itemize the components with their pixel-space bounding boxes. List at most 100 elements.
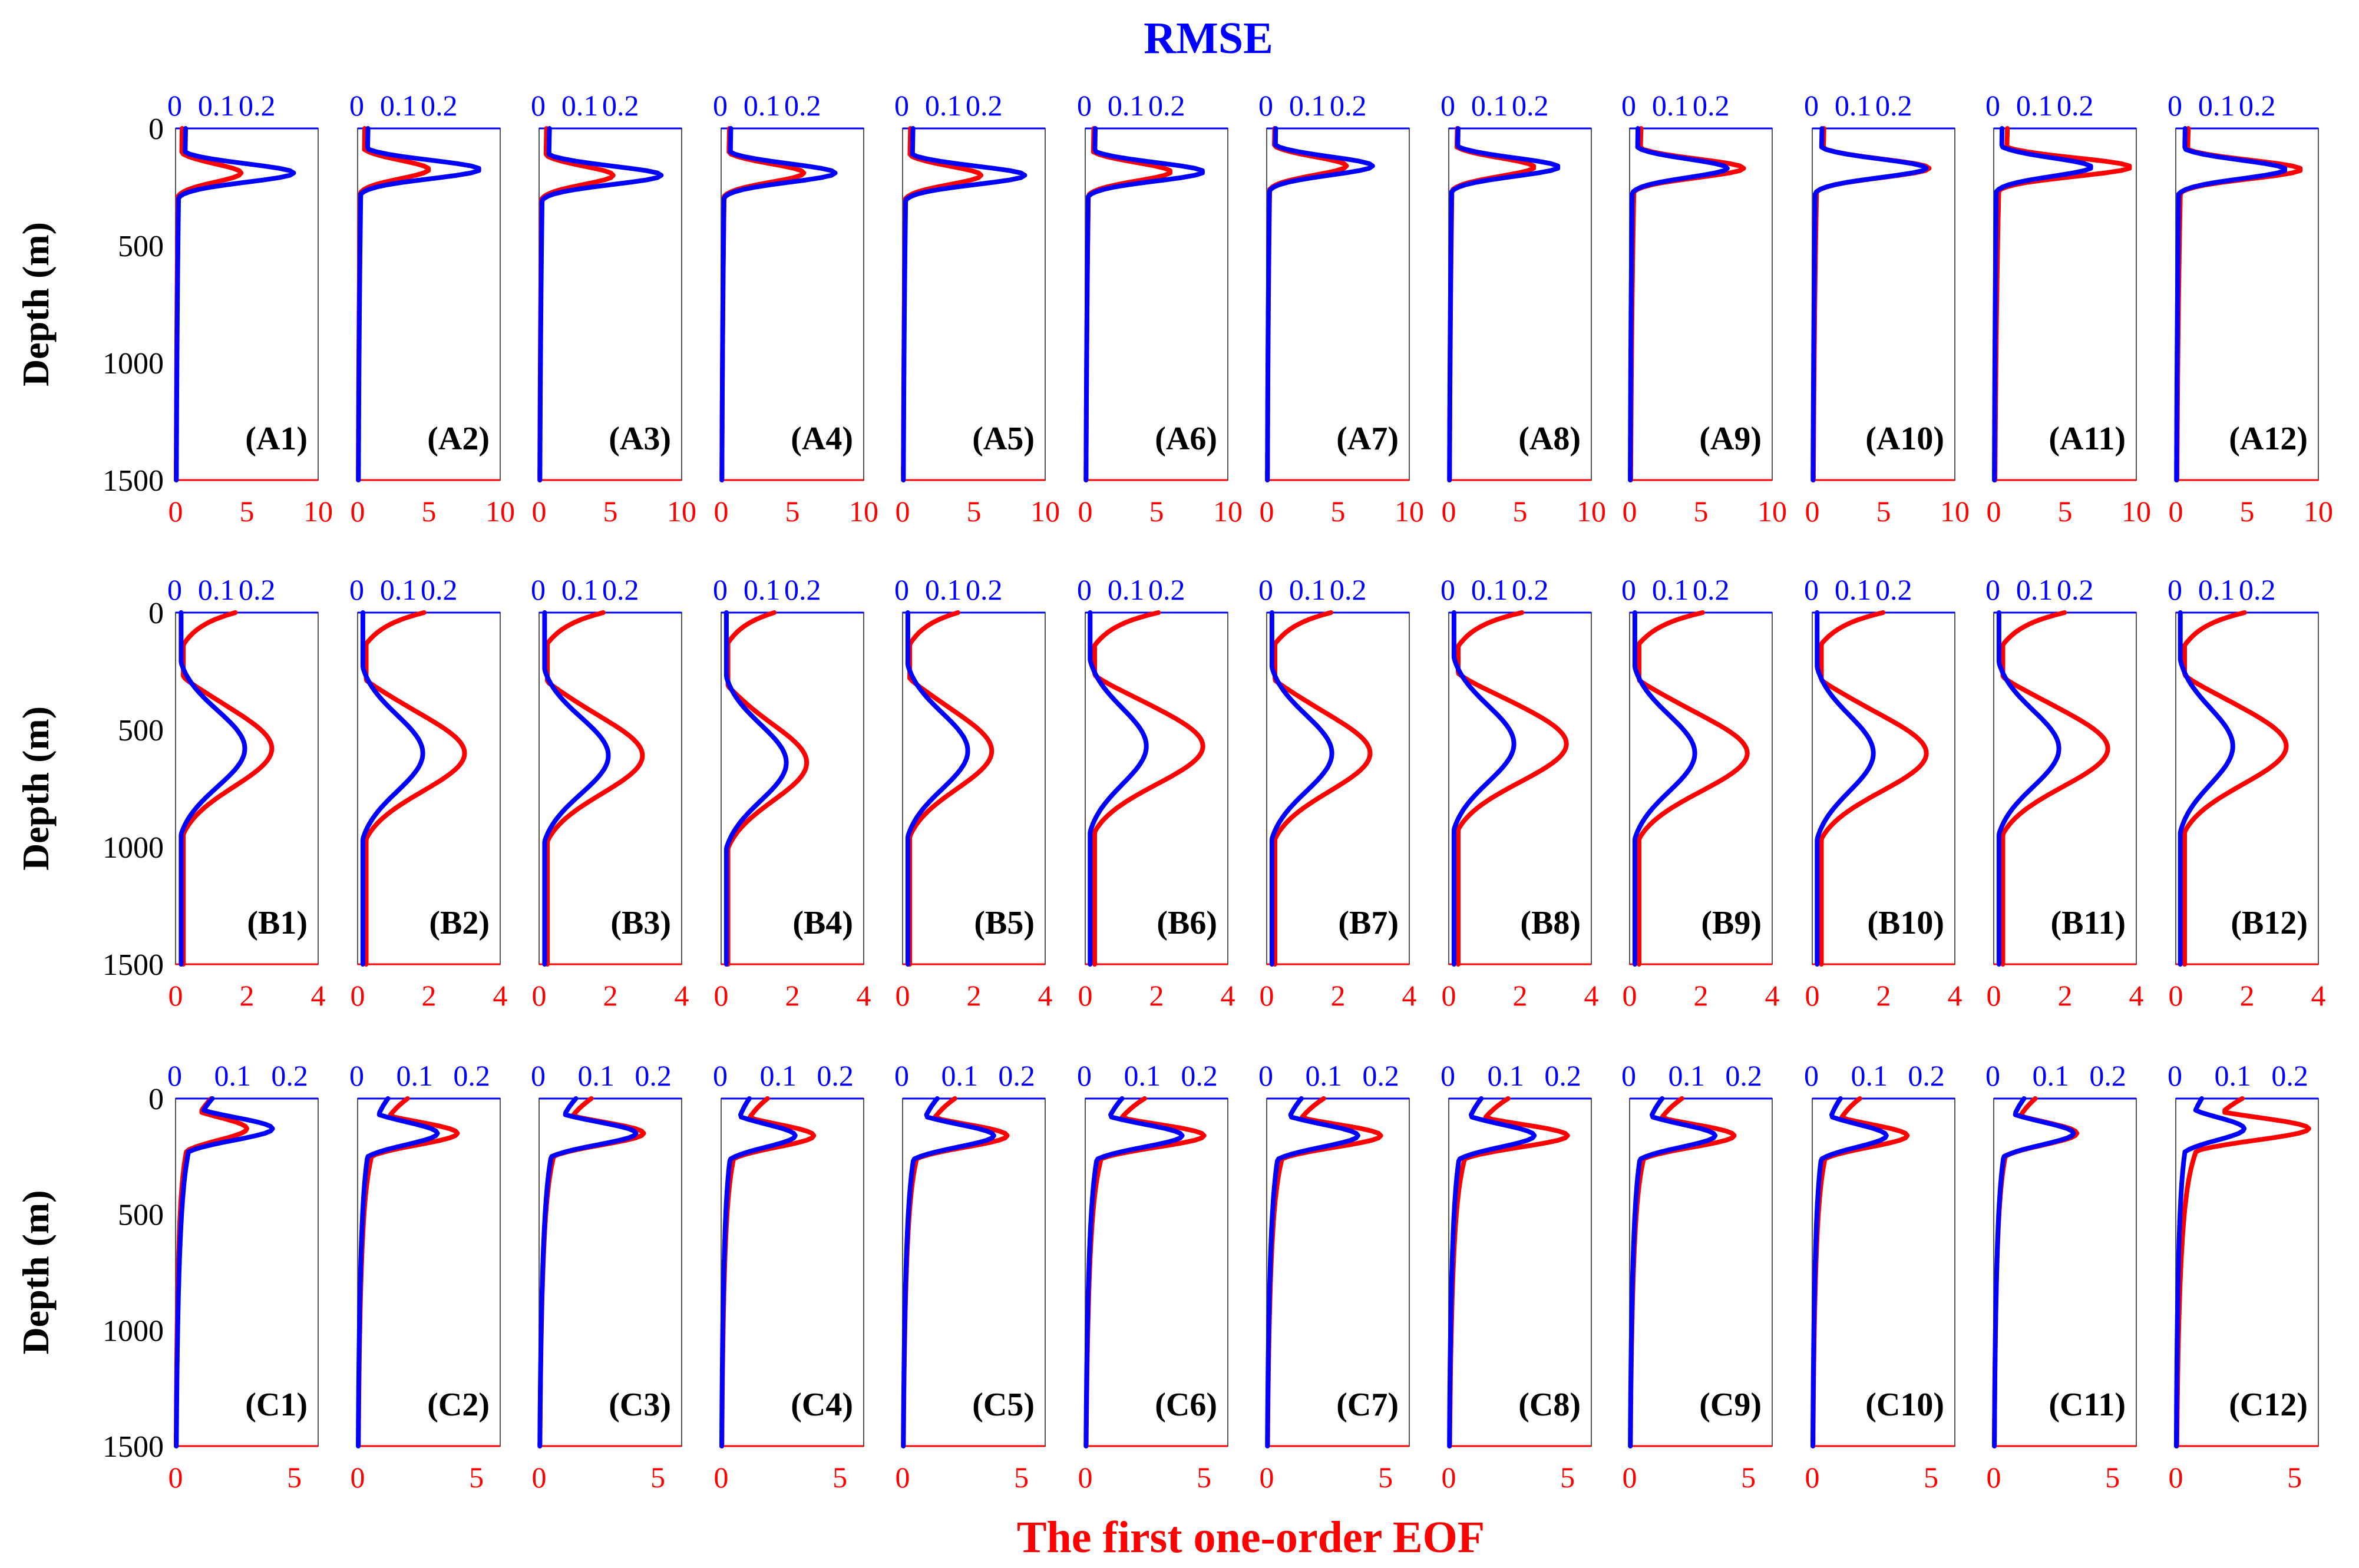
top-tick-label: 0.1 — [925, 89, 962, 122]
panel-c8: 0 0.1 0.2 0 5 (C8) — [1440, 1059, 1592, 1494]
panel-label: (A7) — [1336, 421, 1399, 457]
panel-label: (A3) — [609, 421, 671, 457]
top-tick-label: 0.1 — [1652, 89, 1689, 122]
y-tick-label: 1500 — [103, 948, 164, 982]
rmse-curve — [179, 610, 247, 967]
top-tick-label: 0.2 — [2057, 573, 2094, 606]
bottom-tick-label: 4 — [857, 979, 871, 1012]
top-tick-label: 0.1 — [1669, 1059, 1706, 1092]
top-tick-label: 0 — [167, 1059, 182, 1092]
top-tick-label: 0 — [1258, 89, 1273, 122]
panel-label: (B8) — [1520, 905, 1581, 941]
rmse-curve — [174, 126, 296, 482]
top-tick-label: 0 — [1258, 573, 1273, 606]
bottom-tick-label: 0 — [2169, 495, 2183, 528]
bottom-tick-label: 10 — [1213, 495, 1243, 528]
panel-c5: 0 0.1 0.2 0 5 (C5) — [894, 1059, 1046, 1494]
top-tick-label: 0.2 — [1362, 1059, 1399, 1092]
bottom-tick-label: 2 — [785, 979, 800, 1012]
panel-b4: 0 0.1 0.2 0 2 4 (B4) — [713, 573, 871, 1012]
top-tick-label: 0 — [1258, 1059, 1273, 1092]
panel-label: (C3) — [609, 1387, 671, 1423]
bottom-tick-label: 2 — [1876, 979, 1891, 1012]
rmse-curve — [1265, 126, 1375, 482]
top-tick-label: 0 — [531, 1059, 546, 1092]
top-tick-label: 0.1 — [941, 1059, 979, 1092]
bottom-tick-label: 5 — [1924, 1461, 1938, 1494]
top-tick-label: 0.1 — [1289, 89, 1326, 122]
top-tick-label: 0 — [894, 1059, 909, 1092]
panel-label: (A6) — [1155, 421, 1217, 457]
panel-label: (C6) — [1155, 1387, 1217, 1423]
panel-a1: 0 0.1 0.2 0 5 10 (A1) — [167, 89, 333, 528]
bottom-tick-label: 10 — [303, 495, 333, 528]
top-tick-label: 0.2 — [1875, 89, 1912, 122]
top-tick-label: 0 — [1440, 89, 1455, 122]
panel-c3: 0 0.1 0.2 0 5 (C3) — [531, 1059, 682, 1494]
panel-c11: 0 0.1 0.2 0 5 (C11) — [1985, 1059, 2137, 1494]
top-tick-label: 0.1 — [2215, 1059, 2252, 1092]
top-tick-label: 0 — [894, 89, 909, 122]
top-tick-label: 0.1 — [1851, 1059, 1888, 1092]
panel-label: (B11) — [2050, 905, 2126, 941]
top-tick-label: 0 — [167, 573, 182, 606]
panel-b6: 0 0.1 0.2 0 2 4 (B6) — [1077, 573, 1235, 1012]
bottom-tick-label: 10 — [1940, 495, 1970, 528]
bottom-tick-label: 2 — [1694, 979, 1709, 1012]
top-tick-label: 0.2 — [966, 573, 1003, 606]
top-tick-label: 0 — [1621, 573, 1636, 606]
rmse-curve — [2178, 610, 2235, 967]
bottom-tick-label: 0 — [168, 979, 183, 1012]
rmse-curve — [1265, 1096, 1360, 1448]
panel-b10: 0 0.1 0.2 0 2 4 (B10) — [1804, 573, 1962, 1012]
eof-curve — [1265, 126, 1349, 482]
bottom-tick-label: 0 — [351, 1461, 365, 1494]
y-axis-label: Depth (m) — [15, 1190, 57, 1354]
rmse-curve — [2174, 126, 2288, 482]
top-tick-label: 0.1 — [397, 1059, 434, 1092]
panel-label: (A1) — [245, 421, 308, 457]
rmse-curve — [1088, 610, 1149, 967]
top-tick-label: 0.1 — [1652, 573, 1689, 606]
y-tick-label: 1000 — [103, 347, 164, 381]
top-tick-label: 0 — [1985, 89, 2000, 122]
panel-label: (A12) — [2229, 421, 2308, 457]
rmse-curve — [1451, 610, 1516, 967]
top-tick-label: 0.2 — [421, 89, 458, 122]
bottom-tick-label: 4 — [1948, 979, 1962, 1012]
bottom-tick-label: 2 — [603, 979, 618, 1012]
top-tick-label: 0.1 — [1108, 89, 1145, 122]
y-axis-label: Depth (m) — [15, 706, 57, 871]
panel-b3: 0 0.1 0.2 0 2 4 (B3) — [531, 573, 689, 1012]
bottom-tick-label: 5 — [1197, 1461, 1211, 1494]
bottom-tick-label: 5 — [832, 1461, 847, 1494]
bottom-tick-label: 10 — [2304, 495, 2333, 528]
rmse-curve — [1269, 610, 1334, 967]
top-tick-label: 0.1 — [1108, 573, 1145, 606]
bottom-tick-label: 5 — [2240, 495, 2255, 528]
top-tick-label: 0.1 — [1306, 1059, 1343, 1092]
bottom-tick-label: 5 — [603, 495, 618, 528]
top-tick-label: 0.2 — [271, 1059, 308, 1092]
top-tick-label: 0.1 — [1289, 573, 1326, 606]
panel-a7: 0 0.1 0.2 0 5 10 (A7) — [1258, 89, 1424, 528]
top-tick-label: 0.2 — [239, 89, 276, 122]
rmse-curve — [905, 610, 970, 967]
bottom-tick-label: 5 — [469, 1461, 484, 1494]
bottom-tick-label: 0 — [896, 979, 910, 1012]
bottom-tick-label: 0 — [2169, 1461, 2183, 1494]
y-tick-label: 1500 — [103, 464, 164, 498]
panel-c6: 0 0.1 0.2 0 5 (C6) — [1077, 1059, 1228, 1494]
bottom-tick-label: 10 — [485, 495, 515, 528]
bottom-tick-label: 4 — [1221, 979, 1235, 1012]
top-tick-label: 0.1 — [198, 573, 235, 606]
top-tick-label: 0 — [531, 89, 546, 122]
y-axis-label: Depth (m) — [15, 222, 57, 386]
bottom-tick-label: 0 — [1078, 495, 1093, 528]
bottom-tick-label: 4 — [2129, 979, 2144, 1012]
top-tick-label: 0 — [1077, 573, 1092, 606]
panel-b7: 0 0.1 0.2 0 2 4 (B7) — [1258, 573, 1417, 1012]
bottom-tick-label: 4 — [493, 979, 508, 1012]
